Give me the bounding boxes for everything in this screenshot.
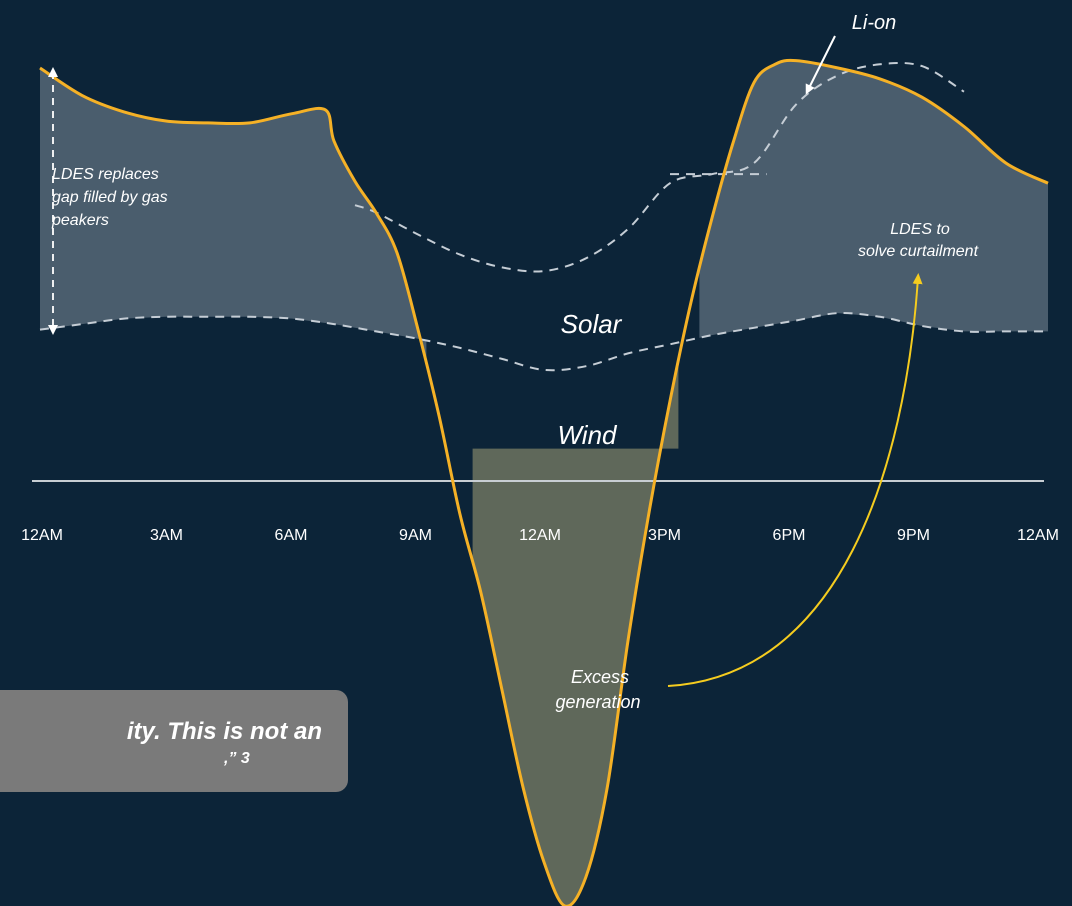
label-ldes-curtailment: LDES to solve curtailment — [858, 221, 979, 260]
label-ldes-gap-line-3: peakers — [51, 212, 109, 229]
label-solar: Solar — [561, 309, 623, 339]
dashed-lines — [39, 61, 1048, 372]
label-ldes-gap-line-2: gap filled by gas — [52, 189, 168, 206]
quote-box: ity. This is not an ,” 3 — [0, 690, 348, 792]
x-tick-label: 6PM — [773, 527, 806, 544]
curtailment-arrow — [667, 273, 923, 687]
label-ldes-gap-line-1: LDES replaces — [52, 166, 159, 183]
x-tick-label: 6AM — [275, 527, 308, 544]
label-ldes-curtail-line-1: LDES to — [890, 221, 950, 238]
x-tick-label: 9AM — [399, 527, 432, 544]
quote-text-line-2: ,” 3 — [224, 750, 250, 767]
li-on-arrow — [805, 35, 836, 95]
ldes-fill-area-1 — [699, 60, 1048, 338]
label-ldes-curtail-line-2: solve curtailment — [858, 243, 979, 260]
dashed-series-1 — [354, 61, 965, 273]
main-curve — [39, 58, 1049, 906]
label-excess-generation: Excess generation — [555, 667, 640, 712]
x-tick-label: 12AM — [21, 527, 63, 544]
excess-generation-fill — [472, 361, 679, 906]
label-ldes-gap: LDES replaces gap filled by gas peakers — [51, 166, 168, 229]
quote-text-line-1: ity. This is not an — [126, 718, 322, 745]
dashed-series-3 — [39, 312, 1048, 372]
x-tick-label: 9PM — [897, 527, 930, 544]
x-axis-ticks: 12AM 3AM 6AM 9AM 12AM 3PM 6PM 9PM 12AM — [21, 527, 1059, 544]
net-load-curve — [39, 58, 1049, 906]
x-tick-label: 3PM — [648, 527, 681, 544]
label-excess-line-1: Excess — [571, 667, 629, 687]
label-wind: Wind — [557, 420, 618, 450]
ldes-fill-area-0 — [40, 68, 427, 364]
x-tick-label: 12AM — [1017, 527, 1059, 544]
fill-areas — [40, 60, 1048, 906]
label-excess-line-2: generation — [555, 692, 640, 712]
label-li-on: Li-on — [852, 12, 896, 34]
x-tick-label: 3AM — [150, 527, 183, 544]
x-tick-label: 12AM — [519, 527, 561, 544]
